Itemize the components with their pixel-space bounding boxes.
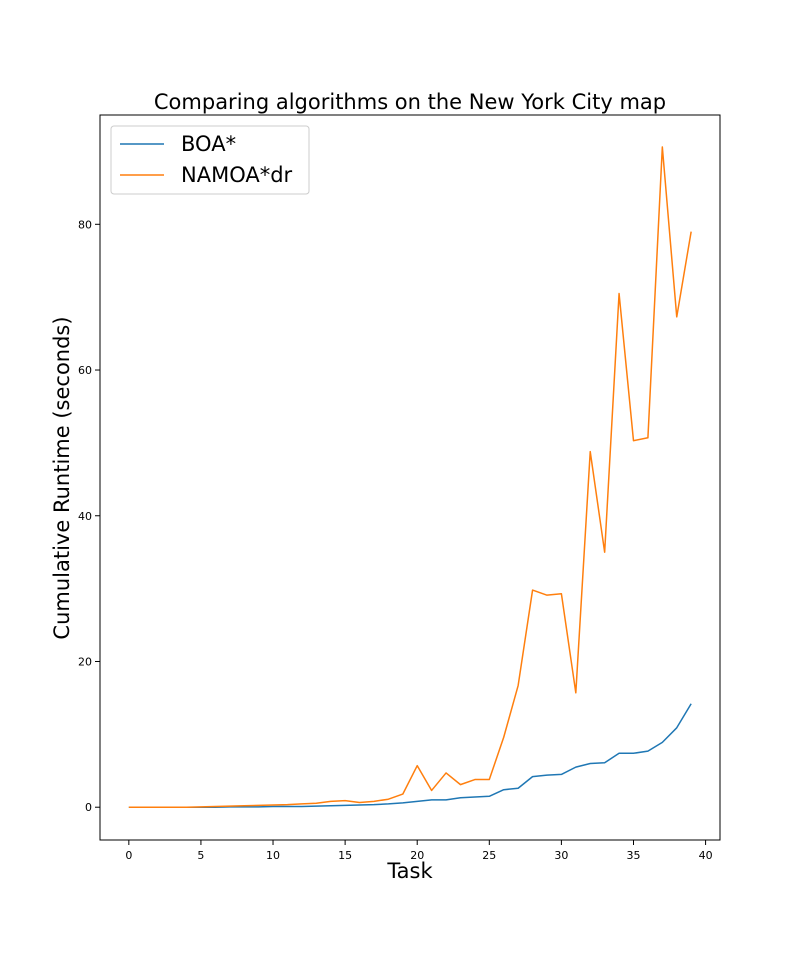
chart-title: Comparing algorithms on the New York Cit…: [154, 90, 666, 114]
legend: BOA* NAMOA*dr: [110, 125, 310, 195]
y-tick-label: 40: [78, 510, 92, 523]
y-tick-label: 60: [78, 364, 92, 377]
x-tick-label: 35: [626, 849, 640, 862]
x-tick-label: 0: [125, 849, 132, 862]
x-tick-label: 10: [266, 849, 280, 862]
y-tick-label: 20: [78, 655, 92, 668]
plot-lines: [128, 146, 692, 808]
legend-box: [110, 125, 310, 195]
y-tick-label: 0: [85, 801, 92, 814]
y-axis-label: Cumulative Runtime (seconds): [50, 316, 74, 639]
x-tick-label: 40: [699, 849, 713, 862]
series-line-0: [128, 703, 692, 808]
legend-label-0: BOA*: [181, 132, 236, 156]
x-axis-ticks: 0 5 10 15 20 25 30 35 40: [125, 840, 713, 862]
x-tick-label: 15: [338, 849, 352, 862]
x-axis-label: Task: [386, 859, 433, 883]
y-tick-label: 80: [78, 218, 92, 231]
series-line-1: [128, 146, 692, 808]
legend-label-1: NAMOA*dr: [181, 163, 293, 187]
x-tick-label: 30: [554, 849, 568, 862]
y-axis-ticks: 0 20 40 60 80: [78, 218, 100, 814]
x-tick-label: 5: [197, 849, 204, 862]
x-tick-label: 20: [410, 849, 424, 862]
plot-frame: [99, 114, 721, 841]
x-tick-label: 25: [482, 849, 496, 862]
